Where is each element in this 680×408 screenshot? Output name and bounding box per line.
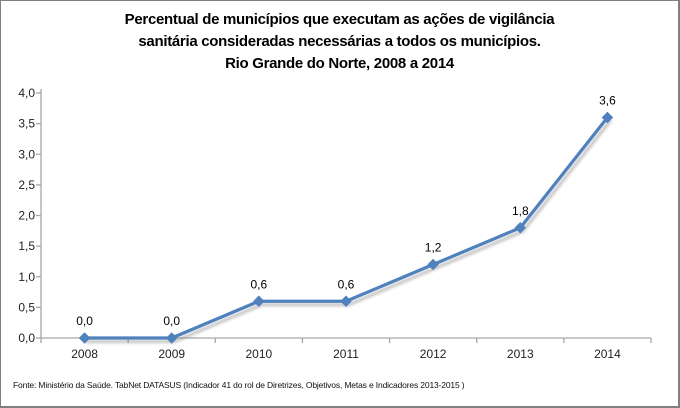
x-axis-label: 2014 [594, 347, 621, 361]
x-axis-label: 2010 [246, 347, 273, 361]
data-point-marker [340, 295, 352, 308]
y-axis-tick-label: 3,5 [18, 117, 35, 131]
y-axis-tick-label: 2,0 [18, 209, 35, 223]
data-point-marker [427, 258, 439, 271]
chart-title-line-3: Rio Grande do Norte, 2008 a 2014 [225, 55, 454, 72]
data-label: 1,2 [425, 241, 442, 255]
data-label: 1,8 [512, 204, 529, 218]
data-label: 3,6 [599, 94, 616, 108]
y-axis-tick-label: 1,0 [18, 270, 35, 284]
y-axis-tick-label: 4,0 [18, 86, 35, 100]
data-point-marker [165, 332, 178, 344]
x-axis-label: 2012 [420, 347, 447, 361]
y-axis-tick-label: 3,0 [18, 147, 35, 161]
source-note: Fonte: Ministério da Saúde. TabNet DATAS… [13, 380, 465, 390]
data-point-marker [514, 221, 527, 234]
data-label: 0,6 [338, 277, 355, 291]
y-axis-tick-label: 0,0 [18, 331, 35, 345]
data-point-marker [601, 111, 614, 124]
data-label: 0,0 [76, 314, 93, 328]
data-label: 0,0 [163, 314, 180, 328]
chart-title: Percentual de municípios que executam as… [1, 9, 678, 75]
data-point-marker [253, 295, 265, 308]
chart-title-line-2: sanitária consideradas necessárias a tod… [138, 33, 541, 50]
x-axis-label: 2011 [333, 347, 359, 361]
x-axis-label: 2013 [507, 347, 534, 361]
x-axis-label: 2009 [158, 347, 185, 361]
y-axis-tick-label: 2,5 [18, 178, 35, 192]
y-axis-tick-label: 1,5 [18, 239, 35, 253]
chart-title-line-1: Percentual de municípios que executam as… [124, 11, 555, 28]
y-axis-tick-label: 0,5 [18, 300, 35, 314]
x-axis-label: 2008 [71, 347, 98, 361]
data-label: 0,6 [251, 277, 268, 291]
data-point-marker [78, 332, 91, 344]
series-line-shadow [85, 119, 612, 344]
